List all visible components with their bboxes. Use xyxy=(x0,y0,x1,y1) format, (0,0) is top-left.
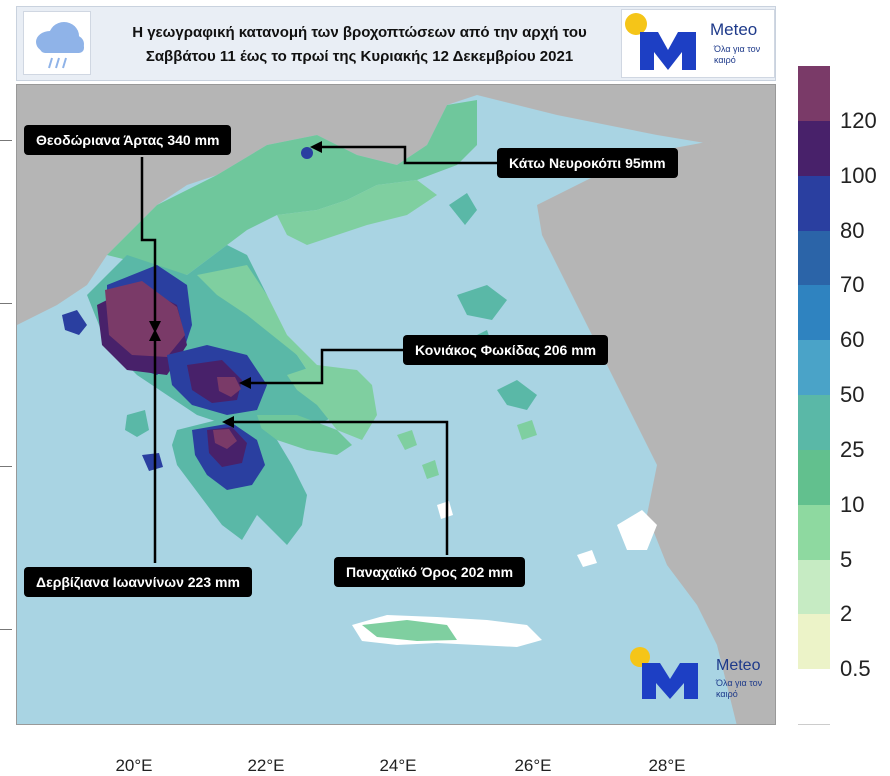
colorbar-segment xyxy=(798,340,830,396)
naxos-island xyxy=(437,501,453,519)
colorbar-label: 100 xyxy=(840,162,877,188)
lemnos-island xyxy=(457,285,507,320)
colorbar-label: 70 xyxy=(840,272,865,298)
arrow-koniakos xyxy=(245,348,403,385)
arrow-heads xyxy=(149,141,322,428)
map-header: Η γεωγραφική κατανομή των βροχοπτώσεων α… xyxy=(16,6,776,81)
turkey-land xyxy=(537,140,775,724)
colorbar-label: 0.5 xyxy=(840,656,871,682)
label-derviziana: Δερβίζιανα Ιωαννίνων 223 mm xyxy=(24,567,252,597)
colorbar-segment xyxy=(798,449,830,505)
y-tick-mark xyxy=(0,466,12,467)
arrow-theodoriana xyxy=(140,157,157,325)
tinos-island xyxy=(422,460,439,479)
colorbar-segment xyxy=(798,285,830,341)
corfu-island xyxy=(62,310,87,335)
colorbar-label: 50 xyxy=(840,382,865,407)
macedonia-land xyxy=(277,180,437,245)
colorbar-label: 25 xyxy=(840,436,865,462)
lesvos-island xyxy=(497,380,537,410)
label-neurokopi: Κάτω Νευροκόπι 95mm xyxy=(497,148,678,178)
colorbar-segment xyxy=(798,230,830,286)
colorbar-label: 10 xyxy=(840,491,865,517)
map-svg xyxy=(17,85,775,724)
zakynthos-island xyxy=(142,453,163,471)
panachaiko-extreme xyxy=(213,429,237,449)
colorbar-segment xyxy=(798,175,830,231)
arrowhead-theodoriana xyxy=(149,321,161,333)
kefalonia-island xyxy=(125,410,149,437)
meteo-logo-bottom: Meteo Όλα για τον καιρό xyxy=(628,645,768,705)
arrowhead-derviziana xyxy=(149,329,161,341)
colorbar-segment xyxy=(798,395,830,450)
colorbar-label: 120 xyxy=(840,107,877,133)
x-tick-label: 20°E xyxy=(115,756,153,775)
page-title: Η γεωγραφική κατανομή των βροχοπτώσεων α… xyxy=(97,21,622,69)
y-tick-mark xyxy=(0,629,12,630)
x-tick-label: 28°E xyxy=(648,756,686,775)
arrowhead-koniakos xyxy=(239,377,251,389)
colorbar-segment xyxy=(798,669,830,726)
karpathos-island xyxy=(577,550,597,567)
thassos-island xyxy=(449,193,477,225)
colorbar-label: 2 xyxy=(840,601,853,627)
meteo-m-logo-icon xyxy=(625,13,696,70)
brand-slogan: Όλα για τον καιρό xyxy=(714,44,761,65)
colorbar-label: 5 xyxy=(840,546,853,572)
colorbar-segment xyxy=(798,614,830,670)
brand-name-bottom: Meteo xyxy=(716,657,761,674)
x-tick-label: 26°E xyxy=(514,756,552,775)
meteo-m-logo-icon xyxy=(630,647,698,699)
brand-name: Meteo xyxy=(710,20,758,39)
x-tick-label: 22°E xyxy=(247,756,285,775)
colorbar-segment xyxy=(798,504,830,560)
title-line-1: Η γεωγραφική κατανομή των βροχοπτώσεων α… xyxy=(132,24,587,41)
arrowhead-panachaiko xyxy=(222,416,234,428)
rhodes-island xyxy=(617,510,657,550)
crete-west-rain xyxy=(362,620,457,641)
title-line-2: Σαββάτου 11 έως το πρωί της Κυριακής 12 … xyxy=(145,48,574,65)
label-koniakos: Κονιάκος Φωκίδας 206 mm xyxy=(403,335,609,365)
colorbar-label: 80 xyxy=(840,217,865,243)
rainfall-map xyxy=(16,84,776,725)
meteo-logo: Meteo Όλα για τον καιρό xyxy=(621,9,775,78)
andros-island xyxy=(397,430,417,450)
colorbar xyxy=(798,66,830,726)
colorbar-label: 60 xyxy=(840,327,865,353)
koniakos-extreme xyxy=(217,377,241,397)
label-panachaiko: Παναχαϊκό Όρος 202 mm xyxy=(334,557,526,587)
label-theodoriana: Θεοδώριανα Άρτας 340 mm xyxy=(24,125,232,155)
arrow-panachaiko xyxy=(227,420,449,555)
arrow-neurokopi xyxy=(315,145,497,165)
brand-slogan-bottom: Όλα για τον καιρό xyxy=(716,678,763,699)
annotation-arrows xyxy=(140,145,497,563)
theodoriana-extreme xyxy=(105,281,185,357)
y-tick-mark xyxy=(0,140,12,141)
attica-land xyxy=(257,415,352,455)
y-tick-mark xyxy=(0,303,12,304)
x-tick-label: 24°E xyxy=(379,756,417,775)
chios-island xyxy=(517,420,537,440)
neurokopi-marker xyxy=(301,147,313,159)
colorbar-segment xyxy=(798,120,830,176)
north-greece xyxy=(107,100,477,275)
colorbar-segment xyxy=(798,559,830,615)
colorbar-segment xyxy=(798,66,830,121)
arrowhead-neurokopi xyxy=(310,141,322,153)
rain-cloud-icon xyxy=(23,11,91,75)
